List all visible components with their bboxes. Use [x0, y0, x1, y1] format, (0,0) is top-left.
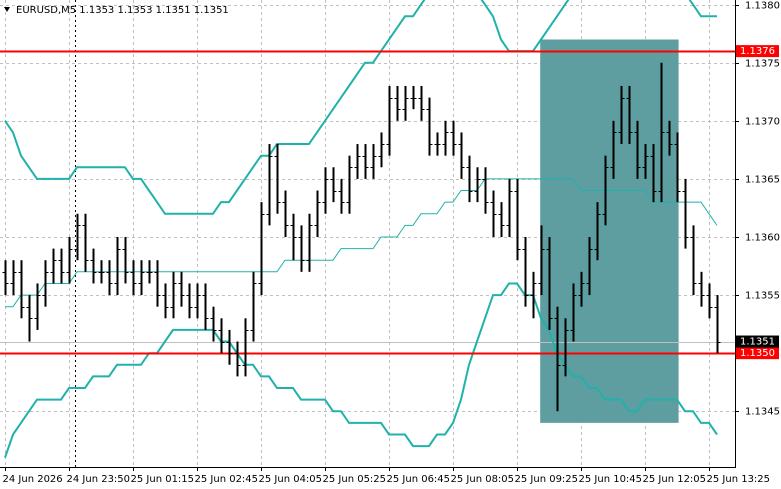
y-tick-label: 1.1360 [745, 233, 780, 244]
y-tick-label: 1.1345 [745, 407, 780, 418]
x-tick-label: 25 Jun 06:45 [387, 474, 451, 485]
plot-area [0, 0, 735, 467]
y-tick-label: 1.1365 [745, 175, 780, 186]
x-tick-label: 25 Jun 09:25 [515, 474, 579, 485]
symbol-menu-icon[interactable] [4, 7, 10, 12]
y-tick-label: 1.1380 [745, 1, 780, 12]
x-tick-label: 24 Jun 2026 [3, 474, 63, 485]
x-tick-label: 25 Jun 13:25 [707, 474, 771, 485]
y-tick-label: 1.1370 [745, 117, 780, 128]
band-line [5, 178, 718, 308]
zone-rectangle [540, 39, 679, 423]
x-tick-label: 25 Jun 05:25 [323, 474, 387, 485]
level-price-label: 1.1350 [740, 348, 775, 359]
band-line [4, 282, 718, 459]
axes: 1.1380 1.1375 1.1370 1.1365 1.1360 1.1355 1.13… [3, 1, 781, 486]
level-price-box [736, 45, 779, 58]
level-price-label: 1.1376 [740, 46, 775, 57]
band-line [4, 0, 717, 215]
x-tick-label: 25 Jun 10:45 [579, 474, 643, 485]
y-tick-label: 1.1355 [745, 291, 780, 302]
x-tick-label: 25 Jun 01:15 [131, 474, 195, 485]
level-price-box [736, 347, 779, 360]
x-tick-label: 25 Jun 08:05 [451, 474, 515, 485]
x-tick-label: 25 Jun 02:45 [195, 474, 259, 485]
y-tick-label: 1.1375 [745, 59, 780, 70]
x-tick-label: 25 Jun 04:05 [259, 474, 323, 485]
current-price-box [736, 335, 779, 348]
x-tick-label: 25 Jun 12:05 [643, 474, 707, 485]
x-tick-label: 24 Jun 23:50 [67, 474, 131, 485]
chart-title: EURUSD,M5 1.1353 1.1353 1.1351 1.1351 [16, 5, 229, 16]
current-price-label: 1.1351 [740, 337, 775, 348]
